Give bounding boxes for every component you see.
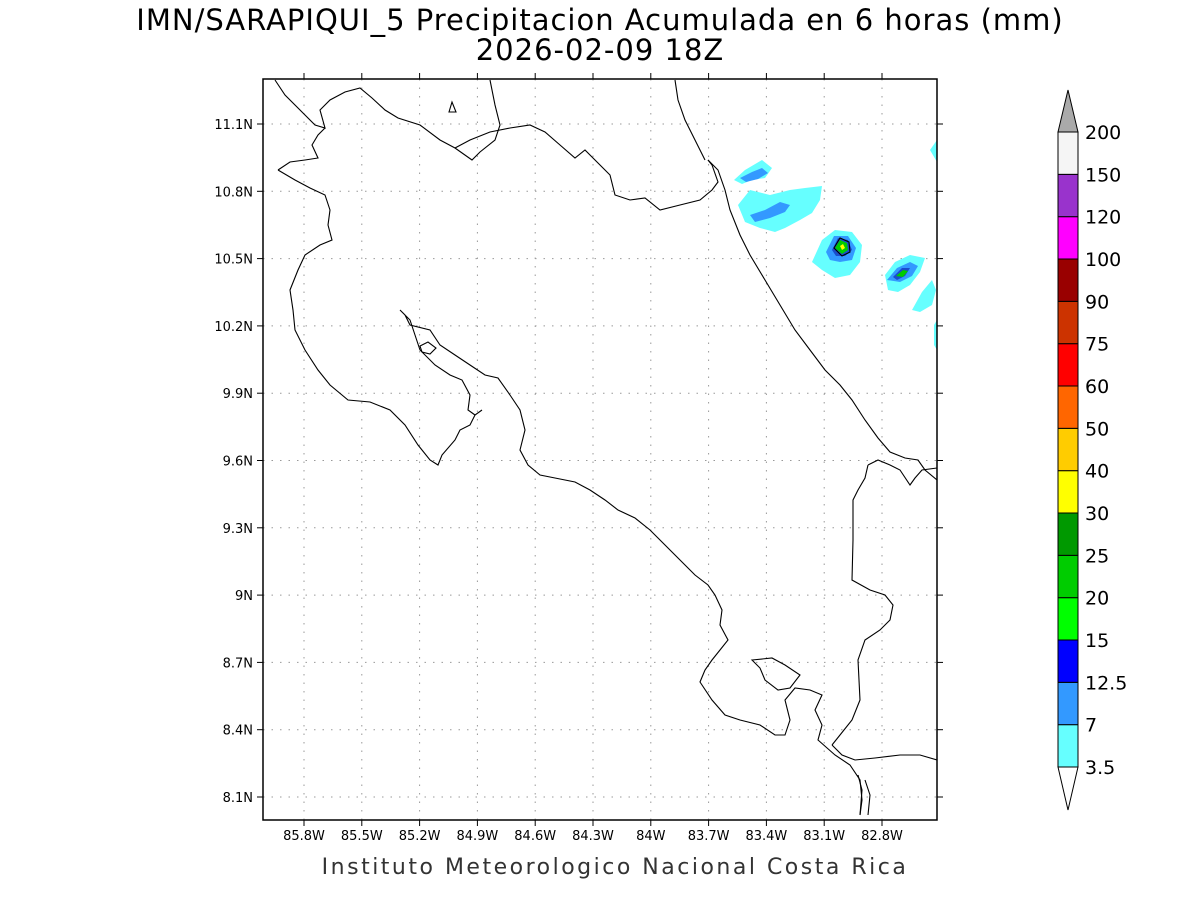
lon-tick-label: 83.4W xyxy=(745,829,787,844)
lat-tick-label: 9N xyxy=(235,589,253,604)
lon-tick-label: 84.9W xyxy=(456,829,498,844)
lon-tick-label: 85.8W xyxy=(283,829,325,844)
pacific-coastline xyxy=(277,169,863,816)
colorbar-label: 15 xyxy=(1085,630,1109,652)
island xyxy=(419,341,437,355)
lat-tick-label: 9.3N xyxy=(223,522,253,537)
precip-area-green xyxy=(835,240,908,277)
precip-area-yellow xyxy=(840,244,845,250)
colorbar-label: 200 xyxy=(1085,122,1121,144)
golfito-coast xyxy=(831,744,937,761)
lon-tick-label: 82.8W xyxy=(861,829,903,844)
colorbar-segment xyxy=(1057,300,1079,345)
colorbar-label: 100 xyxy=(1085,249,1121,271)
lon-tick-label: 85.5W xyxy=(341,829,383,844)
colorbar-segment xyxy=(1057,597,1079,641)
lon-tick-label: 84W xyxy=(636,829,666,844)
colorbar-segment xyxy=(1057,258,1079,302)
colorbar-segment xyxy=(1057,173,1079,218)
colorbar-label: 50 xyxy=(1085,418,1109,440)
lat-tick-label: 10.5N xyxy=(214,253,253,268)
lat-tick-label: 8.1N xyxy=(223,791,253,806)
colorbar-label: 90 xyxy=(1085,291,1109,313)
colorbar-label: 30 xyxy=(1085,503,1109,525)
lat-tick-label: 10.8N xyxy=(214,185,253,200)
lon-tick-label: 84.6W xyxy=(514,829,556,844)
lat-tick-label: 10.2N xyxy=(214,320,253,335)
lat-tick-label: 8.4N xyxy=(223,724,253,739)
panama-border xyxy=(831,459,937,746)
colorbar-segment xyxy=(1057,427,1079,472)
lake-island xyxy=(448,100,457,113)
colorbar-segment xyxy=(1057,681,1079,726)
colorbar-label: 20 xyxy=(1085,588,1109,610)
colorbar-label: 150 xyxy=(1085,164,1121,186)
colorbar-segment xyxy=(1057,470,1079,514)
colorbar-segment xyxy=(1057,724,1079,768)
colorbar-label: 25 xyxy=(1085,545,1109,567)
colorbar-over-arrow xyxy=(1057,89,1079,133)
colorbar-label: 12.5 xyxy=(1085,672,1127,694)
map-title: IMN/SARAPIQUI_5 Precipitacion Acumulada … xyxy=(136,3,1064,37)
longitude-labels: 85.8W 85.5W 85.2W 84.9W 84.6W 84.3W 84W 83.7W 83… xyxy=(283,73,903,844)
lat-tick-label: 11.1N xyxy=(214,118,253,133)
lon-tick-label: 84.3W xyxy=(572,829,614,844)
lat-tick-label: 9.6N xyxy=(223,455,253,470)
lon-tick-label: 83.7W xyxy=(688,829,730,844)
latitude-labels: 11.1N 10.8N 10.5N 10.2N 9.9N 9.6N 9.3N 9N 8.7N 8.… xyxy=(214,118,943,806)
colorbar-segment xyxy=(1057,216,1079,260)
footer-credit: Instituto Meteorologico Nacional Costa R… xyxy=(321,855,909,880)
burica-peninsula xyxy=(857,774,871,816)
lon-tick-label: 83.1W xyxy=(803,829,845,844)
map-subtitle: 2026-02-09 18Z xyxy=(475,33,725,67)
lake-shoreline xyxy=(274,79,501,161)
northern-border xyxy=(277,124,719,211)
colorbar-label: 60 xyxy=(1085,376,1109,398)
colorbar-label: 120 xyxy=(1085,207,1121,229)
colorbar-segment xyxy=(1057,343,1079,387)
caribbean-river xyxy=(674,79,706,161)
colorbar-segment xyxy=(1057,131,1079,175)
colorbar-segment xyxy=(1057,385,1079,429)
colorbar-under-arrow xyxy=(1057,766,1079,811)
colorbar-label: 40 xyxy=(1085,461,1109,483)
precip-contour xyxy=(833,237,851,257)
lat-tick-label: 9.9N xyxy=(223,387,253,402)
colorbar-segment xyxy=(1057,639,1079,683)
colorbar-label: 75 xyxy=(1085,334,1109,356)
colorbar-segment xyxy=(1057,554,1079,599)
lat-tick-label: 8.7N xyxy=(223,656,253,671)
colorbar-label: 7 xyxy=(1085,715,1097,737)
map-frame xyxy=(262,78,938,821)
colorbar: 3.5 7 12.5 15 20 25 30 40 50 60 75 90 100 120 150 200 xyxy=(1057,89,1127,811)
colorbar-label: 3.5 xyxy=(1085,757,1115,779)
lon-tick-label: 85.2W xyxy=(399,829,441,844)
caribbean-coastline xyxy=(707,159,937,481)
coastlines xyxy=(274,79,937,816)
map-grid xyxy=(263,79,937,820)
colorbar-segment xyxy=(1057,512,1079,556)
